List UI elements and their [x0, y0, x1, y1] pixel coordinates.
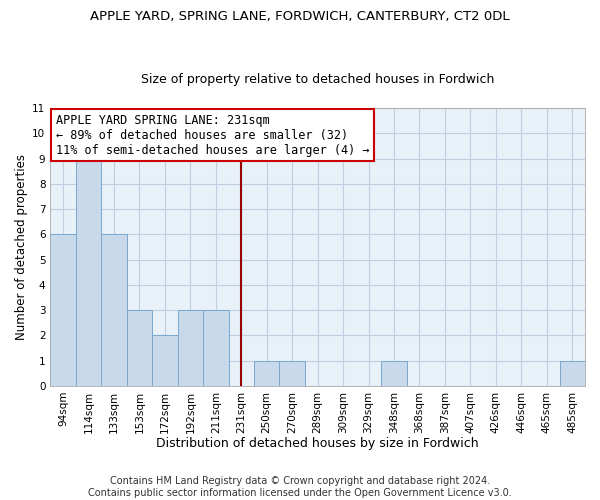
- Text: APPLE YARD, SPRING LANE, FORDWICH, CANTERBURY, CT2 0DL: APPLE YARD, SPRING LANE, FORDWICH, CANTE…: [90, 10, 510, 23]
- Bar: [560, 360, 585, 386]
- Bar: [50, 234, 76, 386]
- Bar: [178, 310, 203, 386]
- Bar: [254, 360, 280, 386]
- Bar: [101, 234, 127, 386]
- Y-axis label: Number of detached properties: Number of detached properties: [15, 154, 28, 340]
- Text: Contains HM Land Registry data © Crown copyright and database right 2024.
Contai: Contains HM Land Registry data © Crown c…: [88, 476, 512, 498]
- Text: APPLE YARD SPRING LANE: 231sqm
← 89% of detached houses are smaller (32)
11% of : APPLE YARD SPRING LANE: 231sqm ← 89% of …: [56, 114, 369, 156]
- Bar: [127, 310, 152, 386]
- Title: Size of property relative to detached houses in Fordwich: Size of property relative to detached ho…: [141, 73, 494, 86]
- Bar: [381, 360, 407, 386]
- Bar: [76, 158, 101, 386]
- Bar: [203, 310, 229, 386]
- Bar: [280, 360, 305, 386]
- X-axis label: Distribution of detached houses by size in Fordwich: Distribution of detached houses by size …: [157, 437, 479, 450]
- Bar: [152, 336, 178, 386]
